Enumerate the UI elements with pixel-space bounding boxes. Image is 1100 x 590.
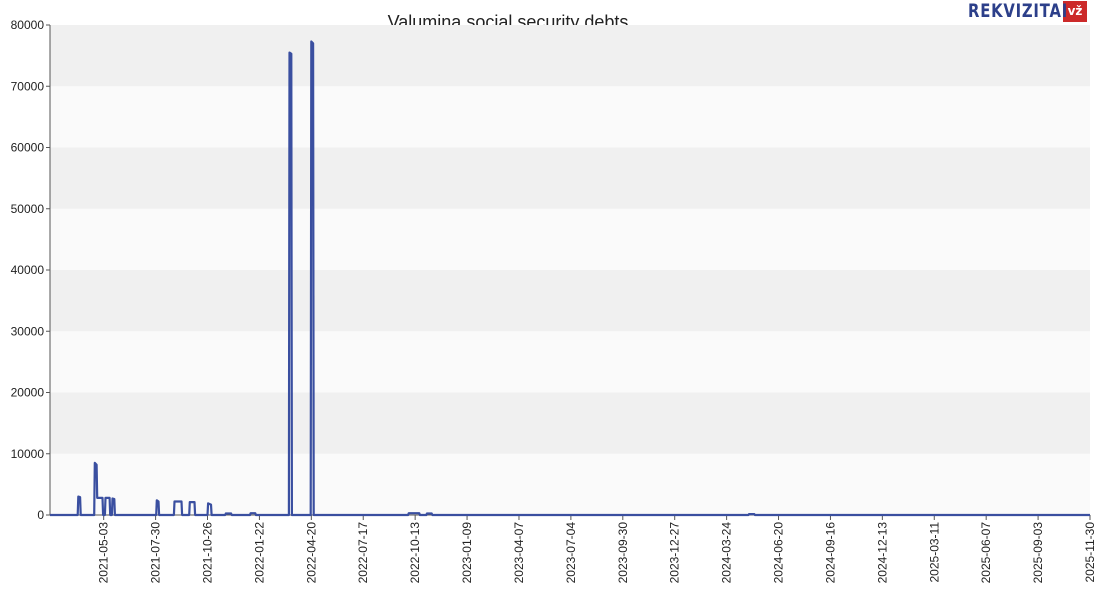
y-tick-label: 80000 <box>11 18 45 32</box>
grid-bands <box>50 25 1090 515</box>
y-tick-label: 30000 <box>11 324 45 338</box>
x-tick-label: 2023-04-07 <box>512 522 526 584</box>
y-axis-ticks: 0 10000 20000 30000 40000 50000 60000 70000 8000… <box>11 18 50 522</box>
grid-band <box>50 147 1090 209</box>
logo-badge: vž <box>1063 0 1087 22</box>
x-tick-label: 2024-09-16 <box>823 522 837 584</box>
y-tick-label: 60000 <box>11 141 45 155</box>
grid-band <box>50 392 1090 454</box>
x-tick-label: 2025-09-03 <box>1031 522 1045 584</box>
x-tick-label: 2021-05-03 <box>97 522 111 584</box>
x-tick-label: 2025-03-11 <box>927 522 941 583</box>
x-tick-label: 2024-12-13 <box>875 522 889 584</box>
x-tick-label: 2022-07-17 <box>356 522 370 584</box>
grid-band <box>50 25 1090 87</box>
x-tick-label: 2021-10-26 <box>201 522 215 584</box>
y-tick-label: 20000 <box>11 386 45 400</box>
y-tick-label: 40000 <box>11 263 45 277</box>
x-tick-label: 2023-01-09 <box>460 522 474 584</box>
x-tick-label: 2025-06-07 <box>979 522 993 584</box>
x-tick-label: 2022-04-20 <box>304 522 318 584</box>
x-tick-label: 2025-11-30 <box>1083 522 1097 583</box>
y-tick-label: 10000 <box>11 447 45 461</box>
y-tick-label: 70000 <box>11 79 45 93</box>
x-tick-label: 2023-12-27 <box>668 522 682 584</box>
y-tick-label: 0 <box>37 508 44 522</box>
rekvizitai-logo[interactable]: REKVIZITAI vž <box>968 0 1087 22</box>
x-tick-label: 2021-07-30 <box>149 522 163 584</box>
x-tick-label: 2023-07-04 <box>564 522 578 584</box>
y-tick-label: 50000 <box>11 202 45 216</box>
grid-band <box>50 453 1090 515</box>
x-tick-label: 2023-09-30 <box>616 522 630 584</box>
grid-band <box>50 270 1090 332</box>
grid-band <box>50 208 1090 270</box>
grid-band <box>50 86 1090 148</box>
x-tick-label: 2022-01-22 <box>252 522 266 584</box>
series-layer <box>50 40 1090 517</box>
x-tick-label: 2024-03-24 <box>720 522 734 584</box>
grid-band <box>50 331 1090 393</box>
series-line <box>50 40 1090 517</box>
x-tick-label: 2024-06-20 <box>772 522 786 584</box>
x-axis-ticks: 2021-05-03 2021-07-30 2021-10-26 2022-01-22… <box>97 515 1097 583</box>
x-tick-label: 2022-10-13 <box>408 522 422 584</box>
